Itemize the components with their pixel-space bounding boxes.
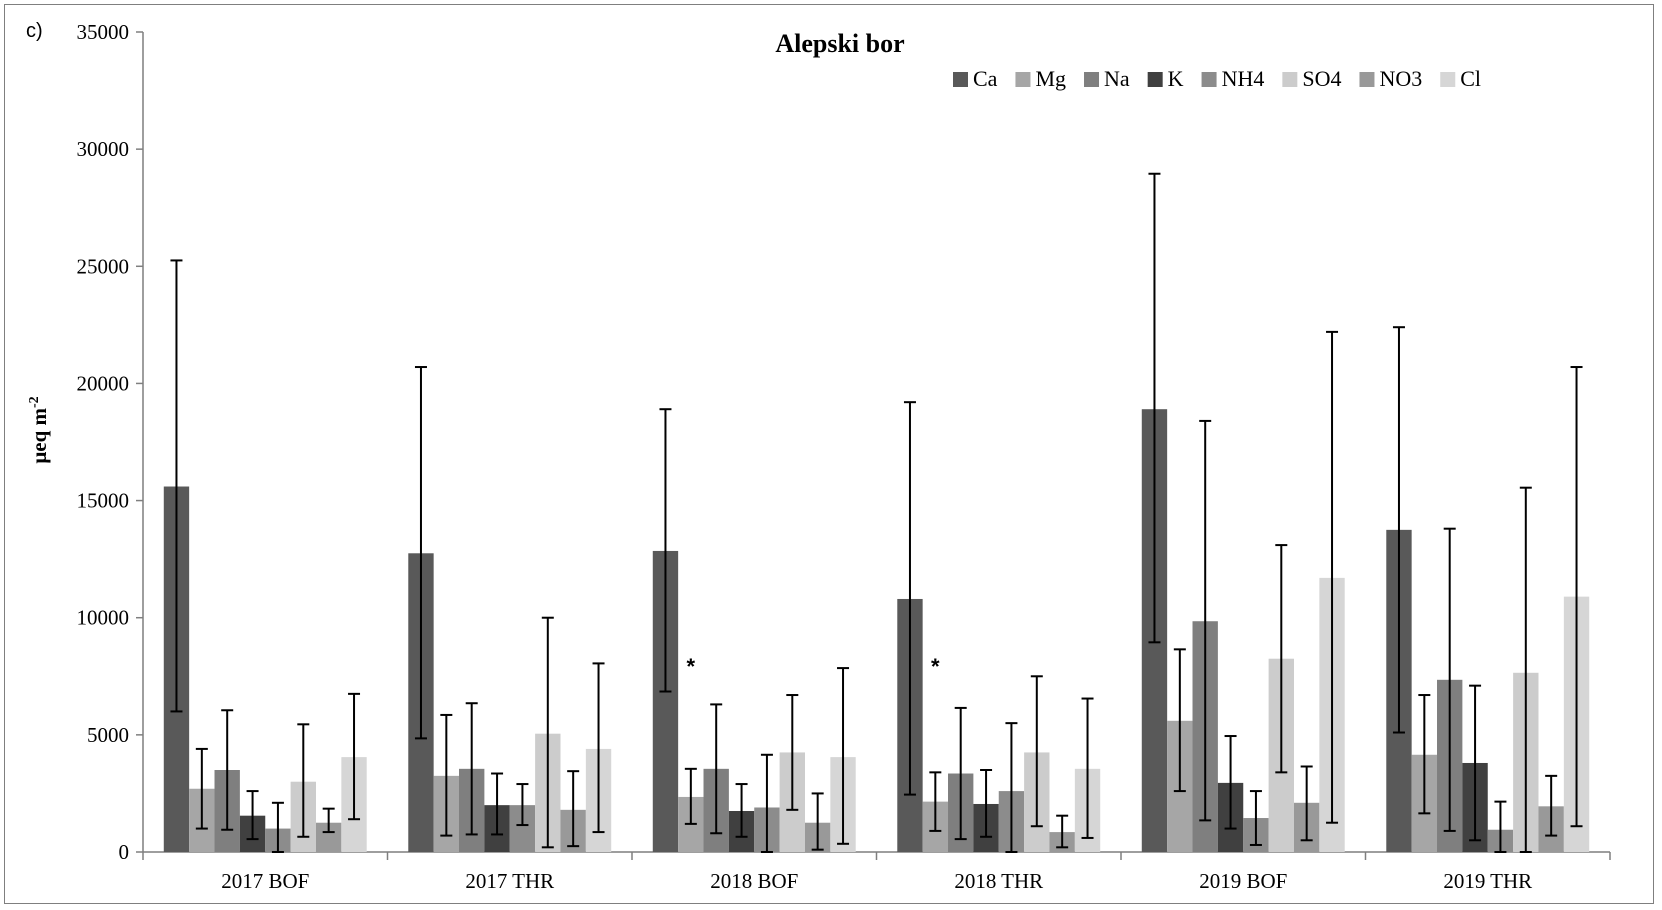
legend-label-so4: SO4	[1302, 66, 1341, 91]
legend-swatch-mg	[1015, 72, 1031, 87]
x-tick-label: 2017 THR	[465, 869, 554, 893]
y-tick-label: 20000	[77, 371, 130, 395]
legend-label-na: Na	[1104, 66, 1130, 91]
legend-label-mg: Mg	[1035, 66, 1066, 91]
significance-marker: *	[687, 654, 696, 679]
annotations: * *	[687, 654, 941, 679]
y-axis-label-text: μeq m	[27, 408, 51, 464]
y-tick-label: 5000	[87, 723, 129, 747]
y-tick-label: 10000	[77, 606, 130, 630]
error-bars	[170, 172, 1583, 853]
y-axis: 0 5000 10000 15000 20000 25000 30000 35000	[77, 20, 144, 864]
y-axis-label: μeq m-2	[27, 396, 51, 463]
legend-swatch-na	[1084, 72, 1100, 87]
x-tick-label: 2019 BOF	[1199, 869, 1287, 893]
chart-frame	[4, 4, 1654, 904]
panel-label: c)	[26, 20, 43, 42]
x-tick-label: 2019 THR	[1443, 869, 1532, 893]
x-tick-label: 2018 BOF	[710, 869, 798, 893]
legend-swatch-no3	[1359, 72, 1375, 87]
x-axis: 2017 BOF 2017 THR 2018 BOF 2018 THR 2019 BOF…	[142, 851, 1611, 893]
legend-label-ca: Ca	[973, 66, 998, 91]
significance-marker: *	[931, 654, 940, 679]
y-tick-label: 35000	[77, 20, 130, 44]
legend-swatch-nh4	[1201, 72, 1217, 87]
x-tick-label: 2018 THR	[954, 869, 1043, 893]
y-tick-label: 30000	[77, 137, 130, 161]
legend-swatch-k	[1147, 72, 1163, 87]
y-tick-label: 15000	[77, 489, 130, 513]
legend-swatch-cl	[1440, 72, 1456, 87]
y-axis-label-superscript: -2	[27, 396, 42, 408]
legend-label-k: K	[1168, 66, 1184, 91]
y-tick-label: 25000	[77, 254, 130, 278]
legend-swatch-so4	[1282, 72, 1298, 87]
legend-label-cl: Cl	[1460, 66, 1481, 91]
chart-title: Alepski bor	[775, 29, 904, 58]
y-tick-label: 0	[119, 840, 130, 864]
legend-swatch-ca	[953, 72, 968, 87]
bars	[163, 409, 1590, 852]
legend-label-no3: NO3	[1379, 66, 1422, 91]
x-tick-label: 2017 BOF	[221, 869, 309, 893]
legend: Ca Mg Na K NH4 SO4 NO3 Cl	[953, 66, 1481, 91]
legend-label-nh4: NH4	[1222, 66, 1265, 91]
